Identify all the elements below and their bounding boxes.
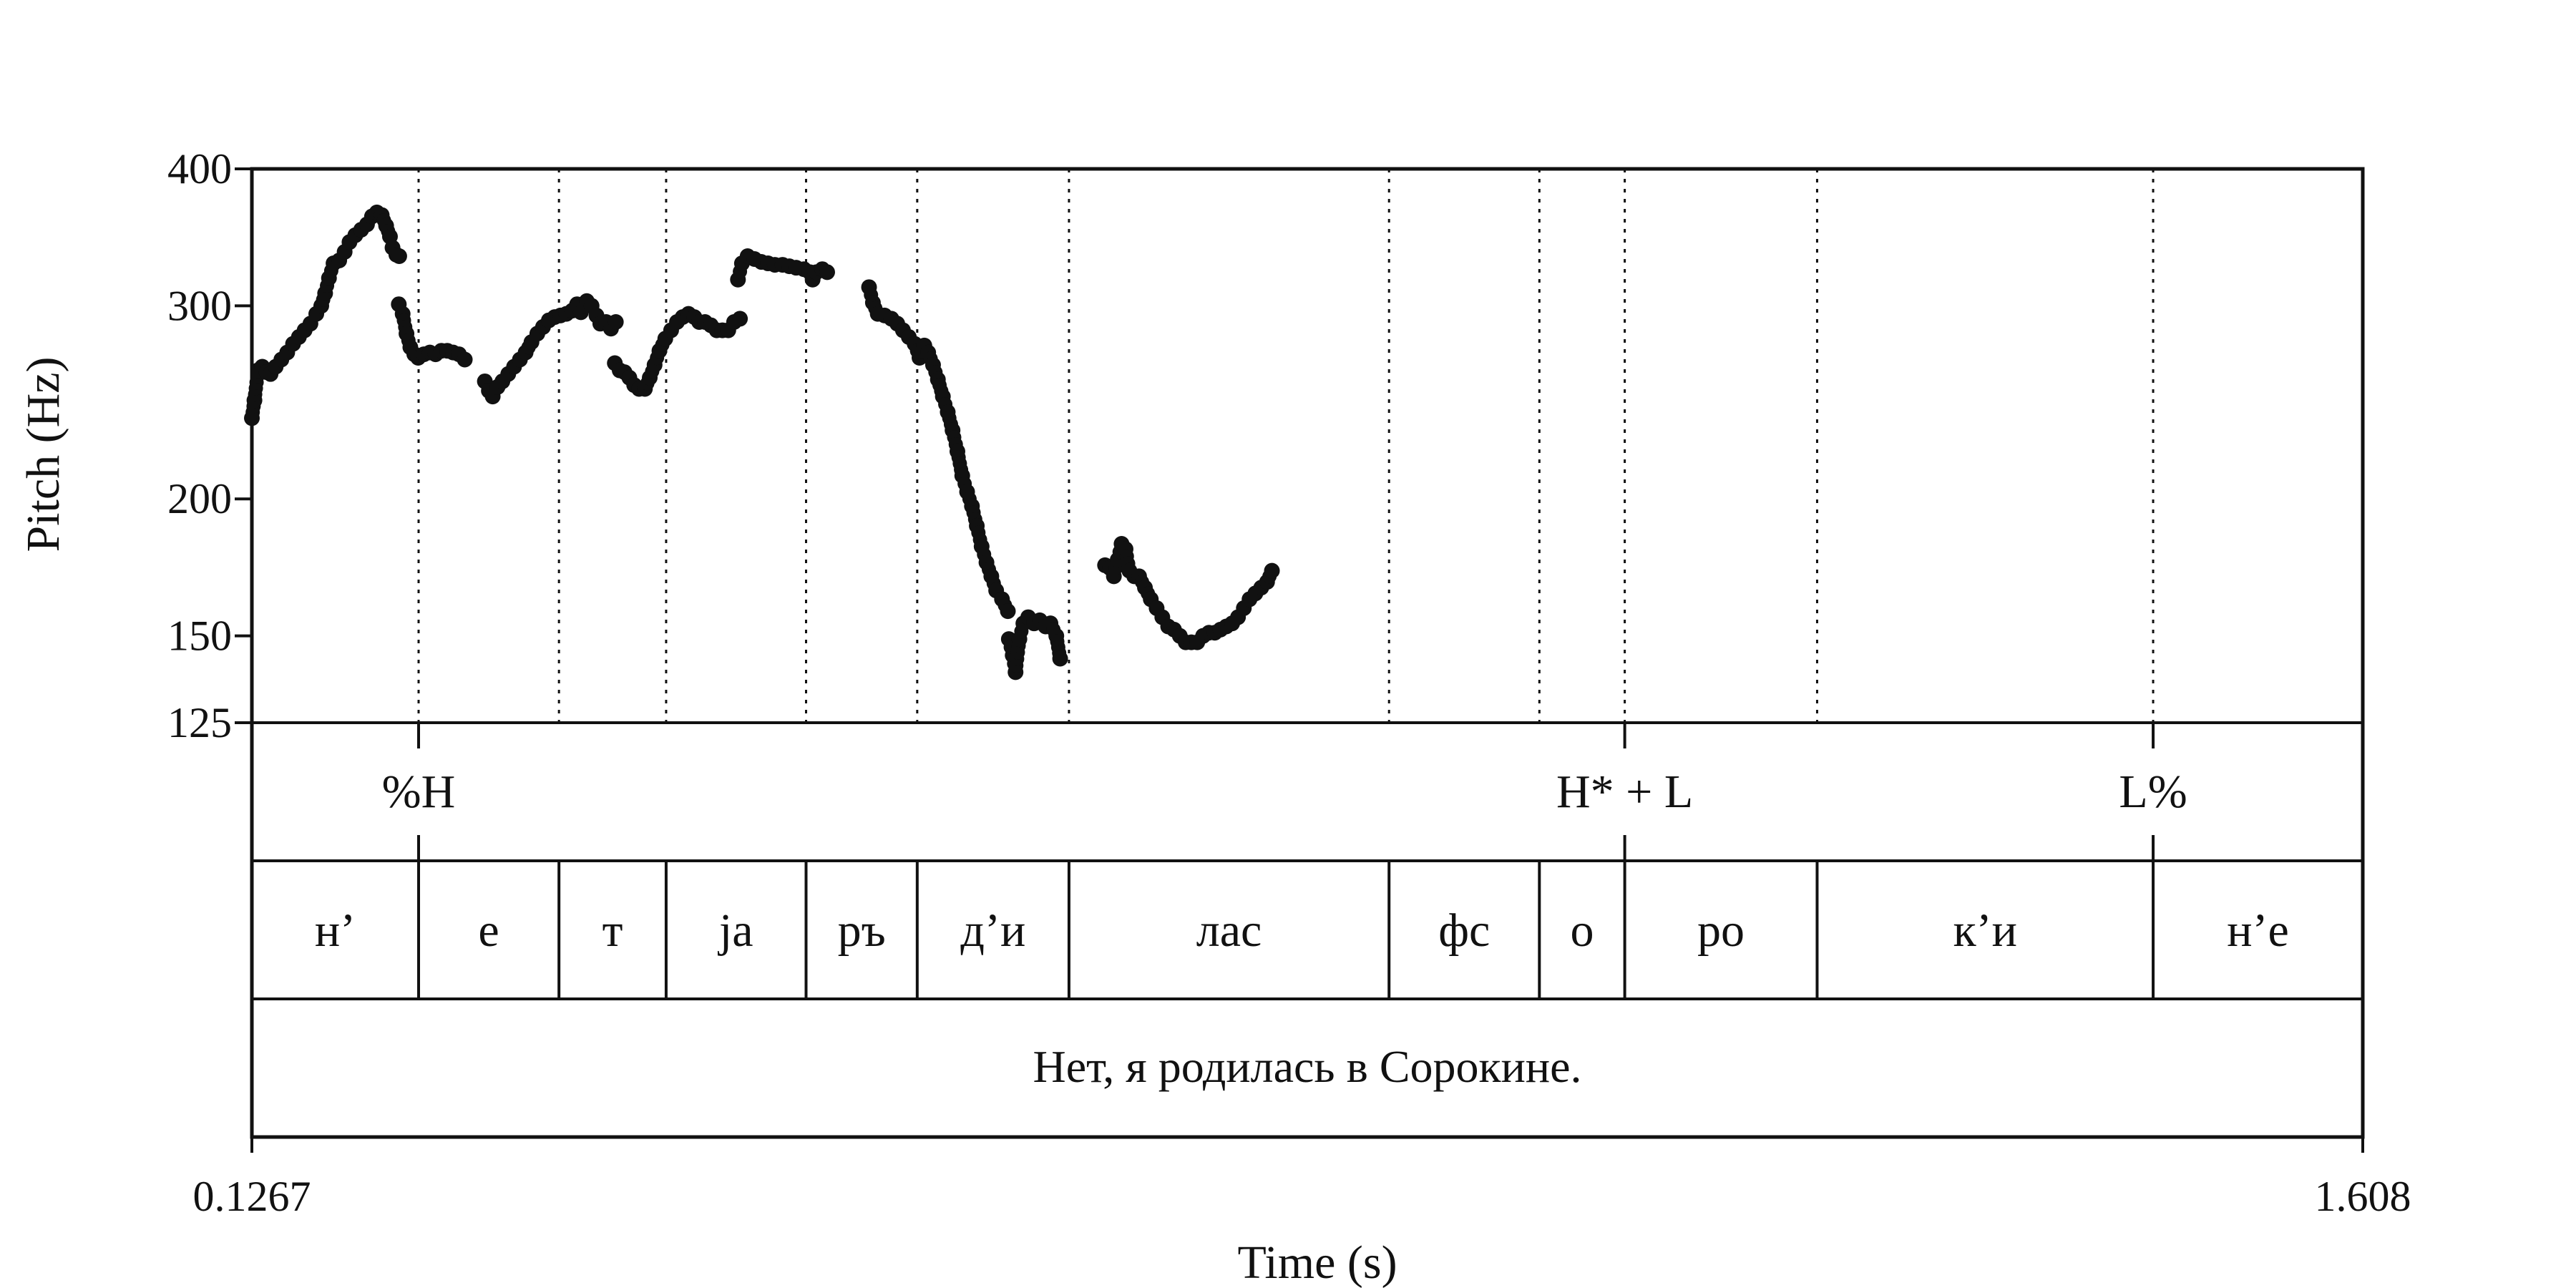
tone-label: H* + L bbox=[1556, 766, 1693, 818]
pitch-contour bbox=[607, 306, 748, 397]
y-tick-label: 200 bbox=[167, 475, 232, 522]
syllable-label: н’е bbox=[2227, 904, 2289, 957]
syllable-label: лас bbox=[1196, 904, 1262, 957]
pitch-point bbox=[391, 248, 407, 264]
tone-label: L% bbox=[2119, 766, 2187, 818]
pitch-point bbox=[457, 351, 473, 368]
x-tick-label: 1.608 bbox=[2315, 1173, 2411, 1220]
y-axis-label: Pitch (Hz) bbox=[17, 356, 69, 552]
syllable-label: т bbox=[602, 904, 623, 957]
y-tick-label: 150 bbox=[167, 613, 232, 660]
syllable-label: к’и bbox=[1953, 904, 2017, 957]
pitch-point bbox=[1000, 603, 1016, 620]
boundary-lines bbox=[417, 169, 2155, 723]
pitch-contour bbox=[244, 204, 407, 426]
pitch-point bbox=[819, 264, 835, 280]
pitch-point bbox=[732, 311, 748, 327]
plot-frame bbox=[250, 167, 2365, 1139]
syllable-label: ръ bbox=[838, 904, 886, 957]
textgrid-tiers bbox=[417, 723, 2155, 999]
syllable-label: ро bbox=[1697, 904, 1745, 957]
pitch-contour bbox=[861, 279, 1016, 620]
syllable-label: д’и bbox=[960, 904, 1025, 957]
y-tick-label: 400 bbox=[167, 145, 232, 192]
pitch-contour bbox=[730, 248, 835, 288]
chart-text: 125 150 200 300 400 0.1267 1.608 Time (s) Pitch … bbox=[17, 145, 2411, 1288]
pitch-point bbox=[1052, 650, 1068, 667]
sentence-label: Нет, я родилась в Сорокине. bbox=[1033, 1041, 1581, 1092]
pitch-contour bbox=[391, 296, 473, 368]
axes bbox=[235, 167, 2365, 1153]
syllable-label: н’ bbox=[315, 904, 356, 957]
pitch-contour bbox=[477, 293, 624, 405]
y-tick-label: 300 bbox=[167, 282, 232, 329]
tone-label: %H bbox=[382, 766, 456, 818]
syllable-label: о bbox=[1570, 904, 1594, 957]
syllable-label: ja bbox=[718, 904, 753, 957]
pitch-contour bbox=[1097, 536, 1280, 650]
syllable-label: е bbox=[478, 904, 499, 957]
x-axis-label: Time (s) bbox=[1237, 1236, 1397, 1288]
pitch-point bbox=[1264, 562, 1280, 579]
pitch-point bbox=[608, 313, 624, 330]
pitch-points bbox=[244, 204, 1280, 680]
syllable-label: фс bbox=[1438, 904, 1490, 957]
y-tick-label: 125 bbox=[167, 699, 232, 746]
pitch-contour bbox=[1000, 609, 1068, 680]
x-tick-label: 0.1267 bbox=[193, 1173, 311, 1220]
